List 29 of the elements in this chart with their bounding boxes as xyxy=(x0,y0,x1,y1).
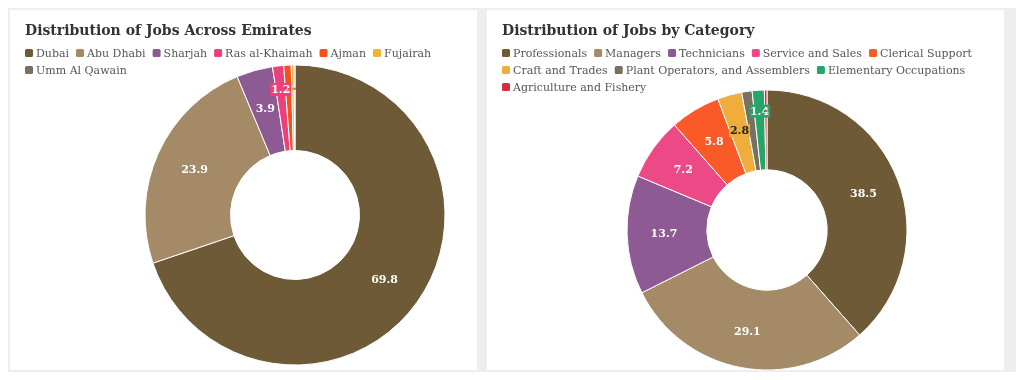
legend-label: Craft and Trades xyxy=(513,63,609,77)
legend-label: Dubai xyxy=(36,46,70,60)
legend-label: Plant Operators, and Assemblers xyxy=(625,63,811,77)
legend-label: Ajman xyxy=(329,46,367,60)
data-label: 1.4 xyxy=(749,104,770,118)
legend-label: Abu Dhabi xyxy=(86,46,147,60)
chart-title: Distribution of Jobs Across Emirates xyxy=(25,22,312,38)
data-label: 5.8 xyxy=(704,135,724,149)
legend-label: Fujairah xyxy=(384,46,432,60)
legend-label: Service and Sales xyxy=(762,46,863,60)
legend-label: Agriculture and Fishery xyxy=(512,80,648,94)
legend-label: Umm Al Qawain xyxy=(36,63,127,77)
data-label: 29.1 xyxy=(733,324,761,338)
data-label: 23.9 xyxy=(181,163,208,177)
data-label: 13.7 xyxy=(650,227,678,241)
legend-label: Clerical Support xyxy=(879,46,973,60)
legend-label: Sharjah xyxy=(163,46,208,60)
data-label: 7.2 xyxy=(673,163,693,177)
legend-label: Technicians xyxy=(679,46,746,60)
data-label: 3.9 xyxy=(255,102,275,116)
data-label: 38.5 xyxy=(850,187,877,201)
legend-label: Managers xyxy=(605,46,662,60)
data-label: 69.8 xyxy=(371,272,399,286)
legend-label: Ras al-Khaimah xyxy=(225,46,313,60)
data-label: 1.2 xyxy=(271,83,291,97)
legend-label: Professionals xyxy=(513,46,588,60)
chart-title: Distribution of Jobs by Category xyxy=(502,22,756,38)
data-label: 2.8 xyxy=(729,124,750,138)
legend-label: Elementary Occupations xyxy=(827,63,966,77)
